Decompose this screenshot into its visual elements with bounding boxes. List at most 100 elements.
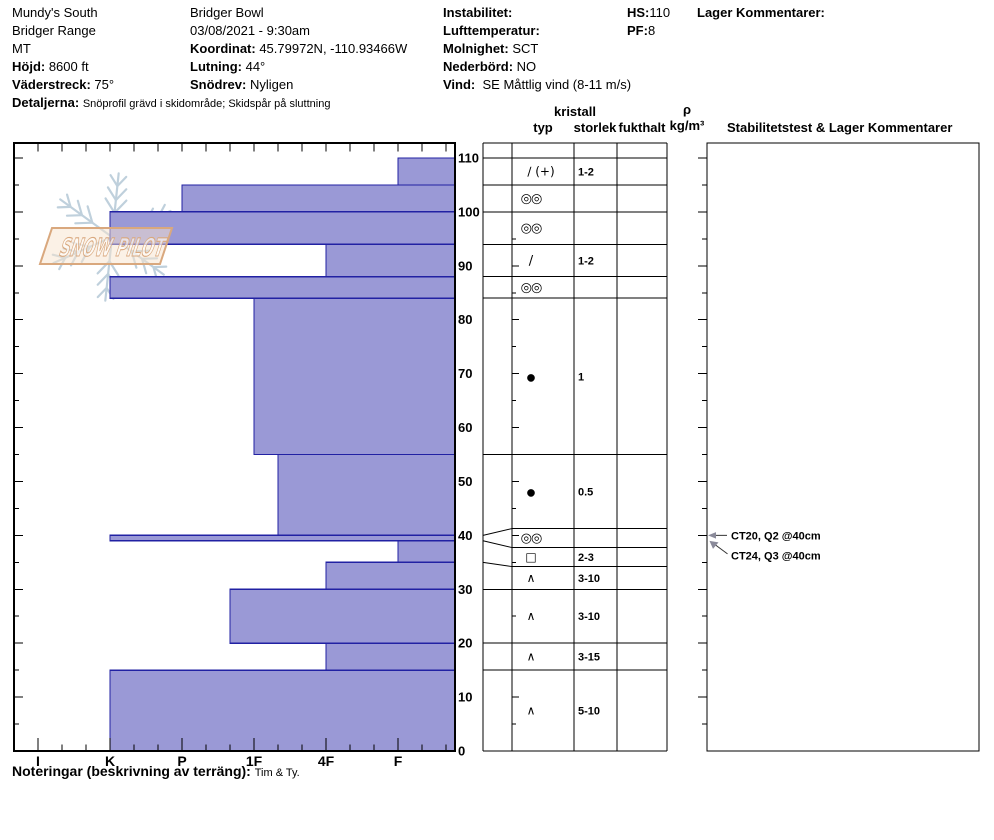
pit-info-column-col5: Lager Kommentarer:	[697, 4, 825, 22]
depth-label: 40	[458, 528, 472, 543]
column-header-stability-tests: Stabilitetstest & Lager Kommentarer	[727, 120, 953, 135]
hardness-label: K	[105, 753, 115, 769]
column-header-density-symbol: ρ	[682, 102, 692, 117]
column-header-grain-type: typ	[533, 120, 553, 135]
density-ticks	[698, 157, 707, 725]
info-line: Bridger Range	[12, 22, 114, 40]
pit-info-column-col1: Mundy's South Bridger Range MT Höjd: 8600 f…	[12, 4, 114, 94]
grain-symbol: ∧	[527, 650, 536, 664]
chart-frame-rect	[13, 142, 456, 752]
depth-label: 50	[458, 474, 472, 489]
info-label: Väderstreck:	[12, 77, 95, 92]
info-value: Nyligen	[249, 77, 294, 92]
info-line: HS:110	[627, 4, 670, 22]
grain-symbol: ●	[527, 488, 536, 499]
grain-symbols: ∕ (+) 1-2 ◎◎ ◎◎ ∕ 1-2 ◎◎ ● 1 ● 0.5 ◎◎ □ 2-3 ∧ 3-10 ∧ 3-10…	[521, 164, 600, 717]
layer-bar	[109, 275, 456, 299]
layer-bar	[181, 184, 456, 213]
details-label: Detaljerna:	[12, 95, 83, 110]
grain-symbol: ∧	[527, 571, 536, 585]
info-line: Väderstreck: 75°	[12, 76, 114, 94]
info-value: 75°	[94, 77, 115, 92]
grain-symbol: ●	[527, 372, 536, 383]
info-label: Lager Kommentarer:	[697, 5, 825, 20]
snowflake-twig	[116, 175, 128, 188]
notes-value: Tim & Ty.	[254, 767, 300, 779]
snowflake-twig	[106, 186, 117, 202]
info-label: Snödrev:	[190, 77, 250, 92]
depth-axis-labels: 0 10 20 30 40 50 60 70 80 90 100 110	[458, 151, 480, 759]
snowflake-twig	[76, 199, 84, 217]
info-label: Nederbörd:	[443, 59, 517, 74]
info-value: SCT	[512, 41, 539, 56]
grain-size: 1	[578, 371, 584, 383]
hardness-label: F	[394, 753, 403, 769]
grain-symbol: ∕	[529, 253, 534, 268]
pit-info-column-col4: HS:110 PF:8	[627, 4, 670, 40]
layer-bar	[397, 157, 456, 186]
stability-column-box	[706, 142, 980, 752]
info-line: Snödrev: Nyligen	[190, 76, 407, 94]
test-annotations: CT20, Q2 @40cm CT24, Q3 @40cm	[708, 530, 821, 562]
snowflake-twig	[74, 221, 94, 225]
depth-label: 20	[458, 636, 472, 651]
column-header-crystal: kristall	[554, 104, 596, 119]
grain-size: 1-2	[578, 255, 594, 267]
hardness-axis-labels: I K P 1F 4F F	[36, 753, 403, 769]
layer-bar	[277, 453, 456, 537]
info-value: SE Måttlig vind (8-11 m/s)	[482, 77, 632, 92]
info-line: Lufttemperatur:	[443, 22, 631, 40]
info-label: Instabilitet:	[443, 5, 513, 20]
info-label: HS:	[627, 5, 650, 20]
info-label: Molnighet:	[443, 41, 513, 56]
info-value: Bridger Range	[12, 23, 96, 38]
grain-size: 1-2	[578, 166, 594, 178]
info-line: Vind: SE Måttlig vind (8-11 m/s)	[443, 76, 631, 94]
grain-size: 0.5	[578, 487, 593, 499]
info-line: Koordinat: 45.79972N, -110.93466W	[190, 40, 407, 58]
column-header-moisture: fukthalt	[618, 120, 666, 135]
test-label: CT24, Q3 @40cm	[731, 550, 821, 562]
depth-label: 30	[458, 582, 472, 597]
layer-bar	[325, 642, 456, 671]
info-label: Lutning:	[190, 59, 246, 74]
grain-size: 2-3	[578, 552, 594, 564]
snowflake-twig	[65, 193, 72, 209]
info-line: PF:8	[627, 22, 670, 40]
hardness-label: P	[177, 753, 186, 769]
snowflake-twig	[113, 199, 128, 214]
grain-symbol: ∕ (+)	[527, 164, 554, 178]
column-header-grain-size: storlek	[573, 120, 617, 135]
info-line: 03/08/2021 - 9:30am	[190, 22, 407, 40]
grain-symbol: ∧	[527, 609, 536, 623]
info-value: 8600 ft	[48, 59, 89, 74]
layer-bar	[109, 669, 456, 752]
info-line: MT	[12, 40, 114, 58]
info-value: 44°	[245, 59, 266, 74]
snowflake-twig	[109, 174, 119, 188]
info-value: NO	[516, 59, 537, 74]
info-value: 8	[647, 23, 656, 38]
info-line: Höjd: 8600 ft	[12, 58, 114, 76]
chart-frame	[13, 142, 456, 752]
grain-symbol: ∧	[527, 704, 536, 718]
depth-label: 60	[458, 420, 472, 435]
test-arrow-head	[709, 540, 719, 549]
depth-label: 80	[458, 312, 472, 327]
grain-size: 3-15	[578, 652, 600, 664]
pit-info-column-col2: Bridger Bowl 03/08/2021 - 9:30am Koordinat…	[190, 4, 407, 94]
snowflake-twig	[96, 286, 108, 299]
grain-size: 5-10	[578, 706, 600, 718]
depth-label: 90	[458, 258, 472, 273]
info-value: 45.79972N, -110.93466W	[259, 41, 408, 56]
info-value: MT	[12, 41, 31, 56]
layer-bar	[229, 588, 456, 644]
grain-symbol: □	[525, 550, 536, 564]
snowflake-twig	[96, 272, 110, 286]
hardness-label: I	[36, 753, 40, 769]
info-label: Lufttemperatur:	[443, 23, 540, 38]
depth-label: 110	[458, 151, 479, 166]
grain-size: 3-10	[578, 573, 600, 585]
